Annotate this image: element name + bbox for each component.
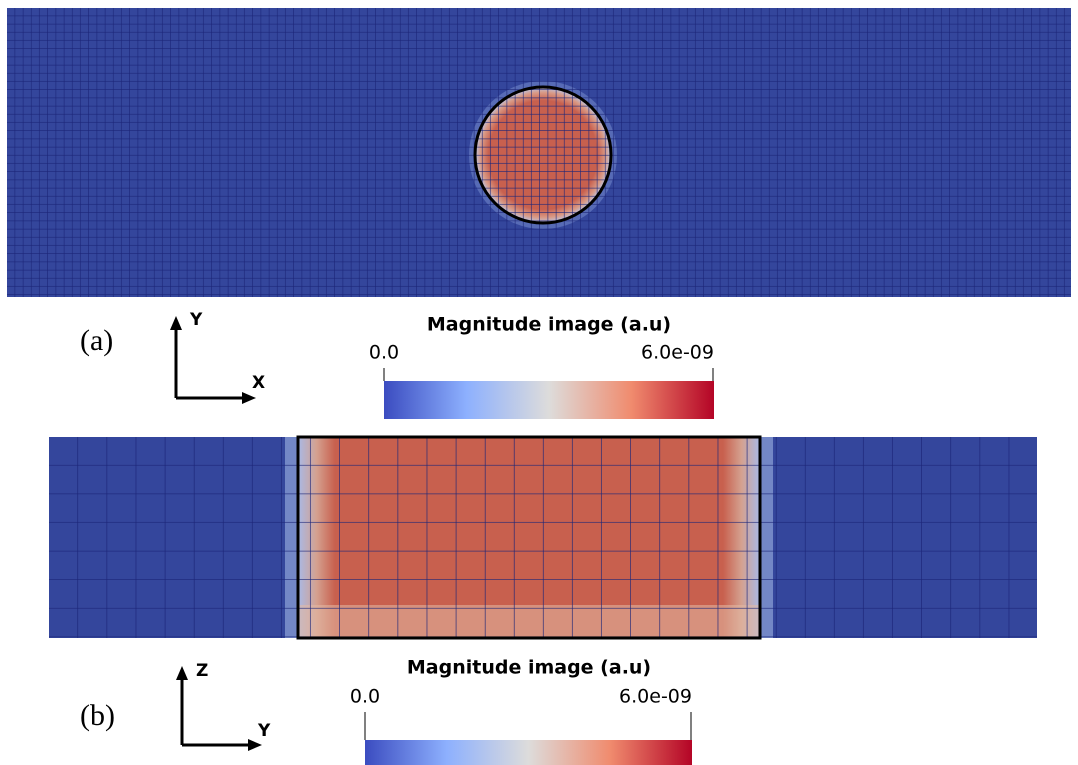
axis-label: Y [189,310,203,330]
axis-label: Y [257,721,271,741]
axis-label: Z [196,661,208,681]
colorbar [365,740,692,765]
axes-triad-b [176,666,262,751]
mesh-xy [7,8,1071,297]
colorbar [384,381,714,419]
colorbar-max: 6.0e-09 [619,686,692,708]
colorbar-title: Magnitude image (a.u) [427,314,671,336]
mesh-yz [49,435,1037,640]
panel-label: (a) [80,324,113,357]
colorbar-max: 6.0e-09 [641,342,714,364]
panel-label: (b) [80,699,115,732]
colorbar-title: Magnitude image (a.u) [407,657,651,679]
colorbar-min: 0.0 [369,342,399,364]
axes-triad-a [170,316,256,404]
colorbar-min: 0.0 [350,686,380,708]
axis-label: X [252,373,265,393]
